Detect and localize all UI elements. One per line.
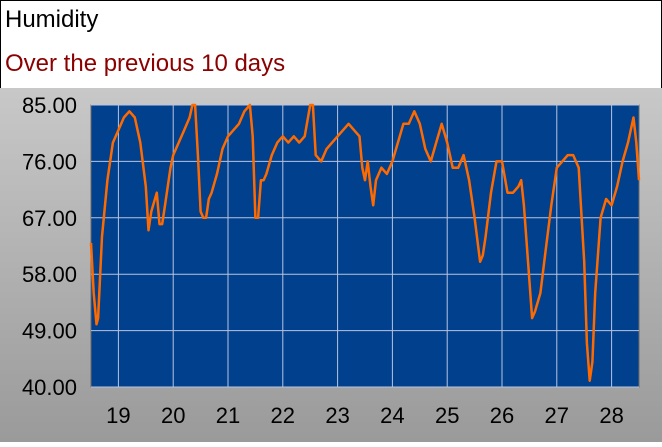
y-tick-label: 58.00 xyxy=(22,262,77,287)
y-axis-ticks: 85.00 76.00 67.00 58.00 49.00 40.00 xyxy=(22,93,77,400)
x-tick-label: 23 xyxy=(325,403,349,428)
x-tick-label: 28 xyxy=(599,403,623,428)
humidity-series-line xyxy=(89,103,641,382)
humidity-line-chart: 85.00 76.00 67.00 58.00 49.00 40.00 19 20 21 22 2… xyxy=(0,88,662,442)
x-tick-label: 20 xyxy=(161,403,185,428)
x-tick-label: 27 xyxy=(545,403,569,428)
chart-panel: 85.00 76.00 67.00 58.00 49.00 40.00 19 20 21 22 2… xyxy=(0,88,662,442)
x-axis-ticks: 19 20 21 22 23 24 25 26 27 28 xyxy=(106,403,624,428)
y-tick-label: 76.00 xyxy=(22,149,77,174)
x-tick-label: 25 xyxy=(435,403,459,428)
x-tick-label: 26 xyxy=(490,403,514,428)
y-tick-label: 67.00 xyxy=(22,206,77,231)
x-tick-label: 21 xyxy=(216,403,240,428)
chart-title: Humidity xyxy=(5,6,99,33)
y-tick-label: 40.00 xyxy=(22,375,77,400)
x-tick-label: 19 xyxy=(106,403,130,428)
grid-lines xyxy=(91,104,639,388)
x-tick-label: 24 xyxy=(380,403,404,428)
chart-subtitle: Over the previous 10 days xyxy=(5,50,286,77)
x-tick-label: 22 xyxy=(271,403,295,428)
y-tick-label: 49.00 xyxy=(22,319,77,344)
y-tick-label: 85.00 xyxy=(22,93,77,118)
